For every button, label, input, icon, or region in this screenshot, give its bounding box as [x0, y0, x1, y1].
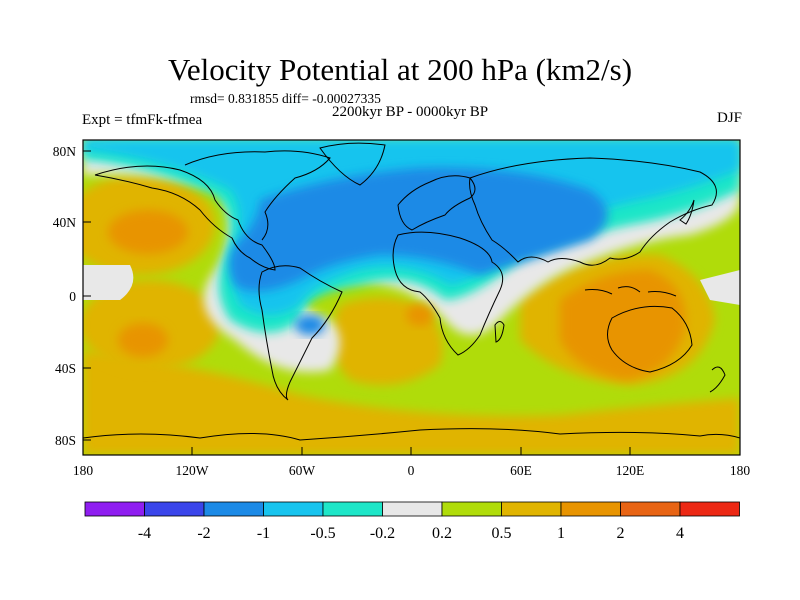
colorbar-swatch: [441, 501, 502, 517]
lon-label: 180: [730, 463, 751, 478]
lat-label: 40N: [53, 215, 77, 230]
coastlines: [83, 142, 740, 441]
colorbar-label: -1: [257, 525, 270, 542]
velocity-potential-field: [83, 140, 740, 455]
period-subtitle: 2200kyr BP - 0000kyr BP: [331, 104, 489, 120]
colorbar-swatch: [679, 501, 740, 517]
colorbar-label: -2: [197, 525, 210, 542]
lat-label: 80S: [55, 433, 76, 448]
colorbar-label: 0.2: [432, 525, 452, 542]
colorbar-swatch: [84, 501, 145, 517]
lon-label: 0: [408, 463, 415, 478]
lon-label: 60W: [289, 463, 316, 478]
colorbar-swatch: [144, 501, 205, 517]
colorbar: -4 -2 -1 -0.5 -0.2 0.2 0.5 1 2 4: [84, 501, 740, 542]
experiment-label: Expt = tfmFk-tfmea: [82, 112, 203, 128]
rmsd-diff-stats: rmsd= 0.831855 diff= -0.00027335: [190, 91, 381, 106]
colorbar-swatch: [560, 501, 621, 517]
season-label: DJF: [716, 110, 742, 126]
colorbar-swatch: [382, 501, 443, 517]
colorbar-swatch: [501, 501, 562, 517]
lon-label: 120E: [616, 463, 645, 478]
colorbar-label: 2: [617, 525, 625, 542]
colorbar-label: -0.2: [370, 525, 395, 542]
colorbar-label: -4: [138, 525, 151, 542]
colorbar-label: 4: [676, 525, 684, 542]
map-axes: 80N 40N 0 40S 80S 180 120W 60W 0 60E 120…: [53, 139, 751, 478]
map-title: Velocity Potential at 200 hPa (km2/s): [167, 52, 633, 87]
colorbar-label: -0.5: [310, 525, 335, 542]
colorbar-label: 0.5: [492, 525, 512, 542]
colorbar-swatch: [620, 501, 681, 517]
colorbar-swatch: [263, 501, 324, 517]
lon-label: 120W: [176, 463, 209, 478]
colorbar-label: 1: [557, 525, 565, 542]
colorbar-swatch: [203, 501, 264, 517]
lat-label: 40S: [55, 361, 76, 376]
lat-label: 0: [69, 289, 76, 304]
lon-label: 180: [73, 463, 94, 478]
lat-label: 80N: [53, 144, 77, 159]
colorbar-swatch: [322, 501, 383, 517]
lon-label: 60E: [510, 463, 532, 478]
